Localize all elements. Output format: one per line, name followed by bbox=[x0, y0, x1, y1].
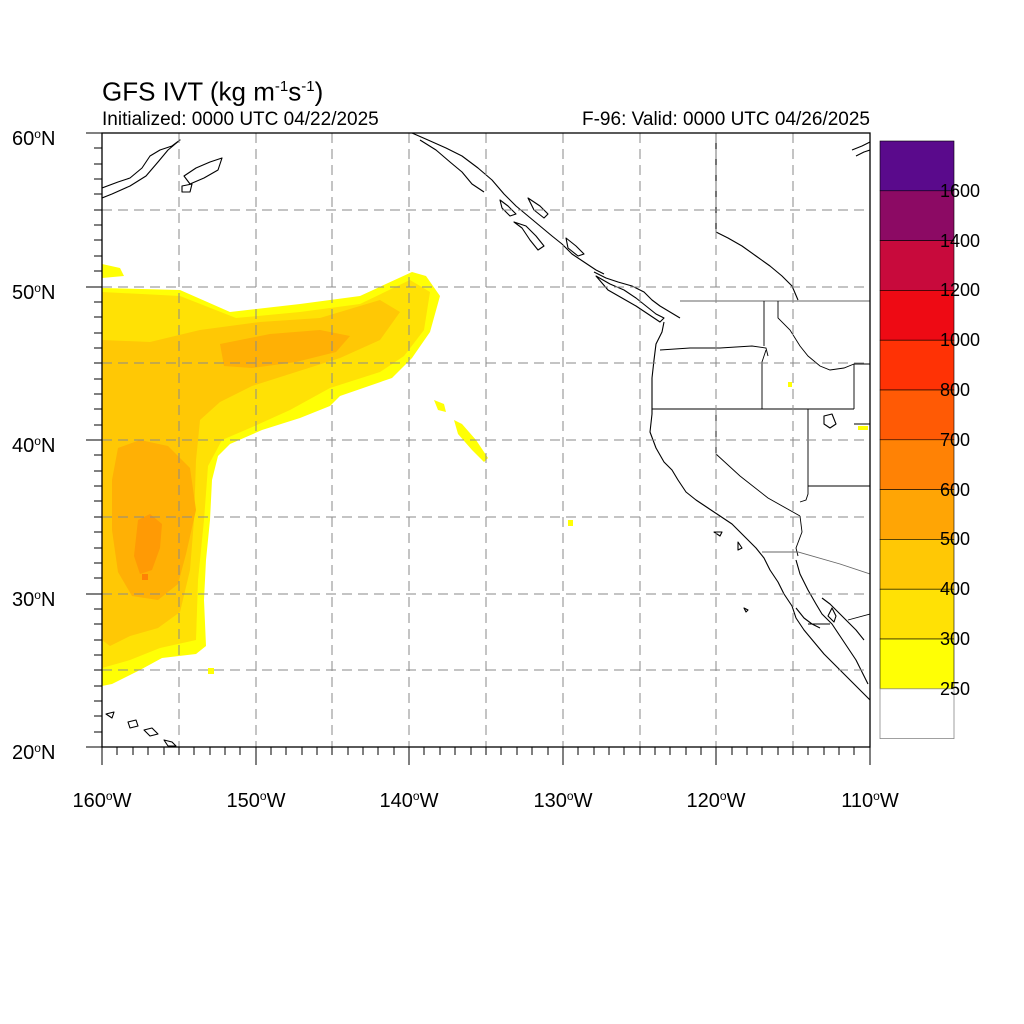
colorbar-label: 1600 bbox=[940, 180, 981, 201]
lon-label-140w: 140oW bbox=[379, 789, 439, 812]
ivt-shading bbox=[102, 264, 868, 686]
colorbar-box bbox=[879, 489, 955, 540]
ivt-500-area bbox=[220, 330, 350, 368]
colorbar-box bbox=[879, 638, 955, 690]
gridlines bbox=[102, 133, 870, 747]
colorbar-label: 800 bbox=[940, 380, 971, 400]
colorbar-label: 1400 bbox=[940, 230, 981, 251]
lat-label-40n: 40oN bbox=[12, 434, 56, 457]
colorbar-box-below bbox=[879, 688, 955, 739]
ivt-250-area bbox=[858, 426, 868, 430]
colorbar-box bbox=[879, 240, 955, 291]
lon-label-160w: 160oW bbox=[72, 789, 132, 812]
lon-label-110w: 110oW bbox=[841, 789, 899, 812]
colorbar-box bbox=[879, 190, 955, 241]
colorbar-box bbox=[879, 339, 955, 391]
colorbar-label: 500 bbox=[940, 529, 971, 550]
lat-label-20n: 20oN bbox=[12, 741, 56, 764]
initialized-time-label: Initialized: 0000 UTC 04/22/2025 bbox=[102, 109, 379, 130]
lat-label-60n: 60oN bbox=[12, 127, 56, 150]
colorbar-box bbox=[879, 389, 955, 441]
colorbar-label: 250 bbox=[940, 678, 971, 699]
lon-label-120w: 120oW bbox=[686, 789, 746, 812]
colorbar-label: 1200 bbox=[940, 280, 981, 301]
ivt-250-area bbox=[454, 420, 488, 462]
lat-label-50n: 50oN bbox=[12, 281, 56, 304]
valid-time-label: F-96: Valid: 0000 UTC 04/26/2025 bbox=[582, 109, 870, 130]
colorbar-label: 600 bbox=[940, 479, 971, 500]
ivt-250-area bbox=[208, 668, 214, 674]
ivt-250-area bbox=[788, 382, 792, 387]
lon-label-130w: 130oW bbox=[533, 789, 593, 812]
ivt-250-area bbox=[434, 400, 446, 412]
colorbar-label: 1000 bbox=[940, 330, 981, 351]
ivt-600-area bbox=[134, 514, 162, 574]
political-borders bbox=[652, 300, 870, 625]
lon-label-150w: 150oW bbox=[226, 789, 286, 812]
colorbar-label: 700 bbox=[940, 429, 971, 450]
colorbar-box bbox=[879, 539, 955, 590]
ivt-250-area bbox=[102, 264, 124, 278]
colorbar-box bbox=[879, 290, 955, 341]
plot-title: GFS IVT (kg m-1s-1) bbox=[102, 76, 324, 107]
colorbar-box bbox=[879, 140, 955, 192]
lat-label-30n: 30oN bbox=[12, 588, 56, 611]
ivt-600-area bbox=[142, 574, 148, 580]
colorbar-label: 400 bbox=[940, 579, 971, 600]
colorbar-label: 300 bbox=[940, 629, 971, 649]
axis-ticks bbox=[86, 132, 871, 765]
colorbar-box bbox=[879, 588, 955, 640]
colorbar bbox=[879, 140, 955, 739]
coastlines bbox=[102, 133, 870, 747]
ivt-250-area bbox=[568, 520, 573, 526]
